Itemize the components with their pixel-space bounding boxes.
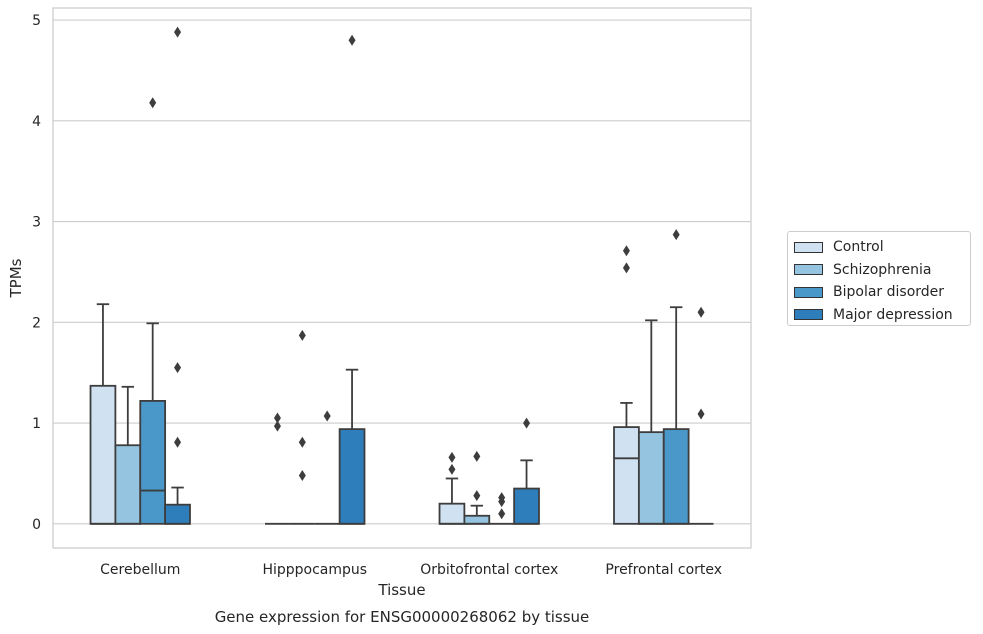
y-tick-label: 0 <box>32 517 41 533</box>
legend-item: Bipolar disorder <box>794 281 970 304</box>
outlier-point <box>523 417 531 429</box>
legend-swatch <box>794 241 823 253</box>
legend-label: Major depression <box>833 306 953 323</box>
box <box>637 431 665 525</box>
legend-label: Schizophrenia <box>833 261 932 278</box>
outlier-point <box>174 436 182 448</box>
legend-swatch <box>794 264 823 276</box>
legend-item: Control <box>794 236 970 259</box>
y-tick-label: 2 <box>32 315 41 331</box>
y-axis-title: TPMs <box>7 258 25 298</box>
x-tick-label: Cerebellum <box>100 562 180 578</box>
outlier-point <box>622 262 630 274</box>
y-tick-label: 4 <box>32 114 41 130</box>
outlier-point <box>273 420 281 432</box>
outlier-point <box>323 410 331 422</box>
legend-swatch <box>794 286 823 298</box>
outlier-point <box>273 412 281 424</box>
box <box>338 428 366 525</box>
outlier-point <box>298 436 306 448</box>
box <box>463 514 491 525</box>
box <box>662 428 690 525</box>
box <box>438 502 466 525</box>
outlier-point <box>498 508 506 520</box>
outlier-point <box>448 463 456 475</box>
outlier-point <box>298 329 306 341</box>
x-tick-label: Orbitofrontal cortex <box>420 562 558 578</box>
outlier-point <box>622 245 630 257</box>
outlier-point <box>498 492 506 504</box>
box-plots <box>89 26 714 525</box>
x-tick-label: Hipppocampus <box>262 562 367 578</box>
box <box>613 426 640 525</box>
y-tick-labels: 0 1 2 3 4 5 <box>32 13 41 533</box>
plot-frame <box>52 7 752 549</box>
outlier-point <box>348 34 356 46</box>
outlier-point <box>473 450 481 462</box>
box <box>164 503 191 525</box>
legend-swatch <box>794 309 823 321</box>
x-tick-labels: Cerebellum Hipppocampus Orbitofrontal cort… <box>100 562 722 578</box>
outlier-point <box>298 469 306 481</box>
box <box>513 487 540 525</box>
legend-label: Bipolar disorder <box>833 284 945 301</box>
chart-caption: Gene expression for ENSG00000268062 by t… <box>215 608 590 626</box>
outlier-point <box>473 490 481 502</box>
outlier-point <box>448 451 456 463</box>
outlier-point <box>697 306 705 318</box>
y-tick-label: 3 <box>32 215 41 231</box>
outlier-point <box>697 408 705 420</box>
box <box>139 400 167 525</box>
outlier-point <box>672 229 680 241</box>
x-axis-title: Tissue <box>377 581 425 599</box>
y-tick-label: 5 <box>32 13 41 29</box>
box <box>114 444 142 525</box>
outlier-point <box>174 26 182 38</box>
y-tick-label: 1 <box>32 416 41 432</box>
legend: Control Schizophrenia Bipolar disorder Majo… <box>787 231 971 326</box>
legend-label: Control <box>833 239 884 256</box>
outlier-point <box>149 97 157 109</box>
box <box>89 384 117 525</box>
legend-item: Schizophrenia <box>794 259 970 282</box>
outlier-point <box>174 362 182 374</box>
legend-item: Major depression <box>794 304 970 327</box>
x-tick-label: Prefrontal cortex <box>605 562 722 578</box>
